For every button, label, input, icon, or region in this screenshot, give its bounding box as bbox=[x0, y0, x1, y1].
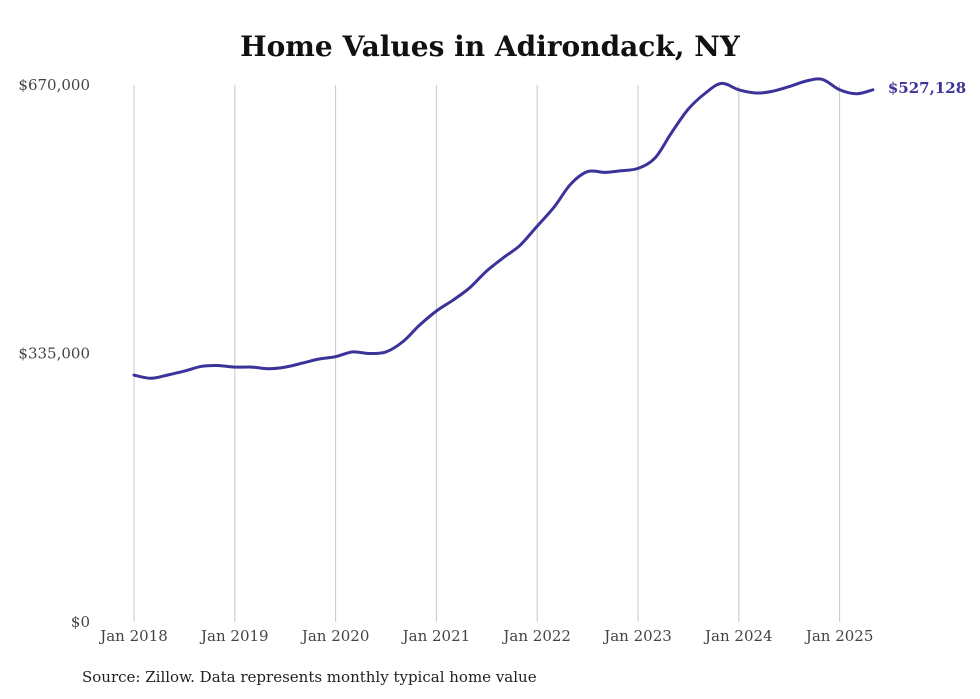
source-note: Source: Zillow. Data represents monthly … bbox=[82, 668, 537, 686]
x-tick-label: Jan 2019 bbox=[199, 627, 269, 645]
y-tick-label: $0 bbox=[71, 613, 90, 631]
x-tick-label: Jan 2023 bbox=[602, 627, 672, 645]
end-value-label: $527,128 bbox=[888, 79, 966, 97]
series-line-home-value bbox=[132, 77, 875, 380]
chart-title: Home Values in Adirondack, NY bbox=[240, 30, 740, 63]
x-tick-label: Jan 2021 bbox=[401, 627, 471, 645]
y-tick-label: $335,000 bbox=[18, 345, 90, 363]
x-tick-label: Jan 2022 bbox=[501, 627, 571, 645]
x-tick-label: Jan 2018 bbox=[98, 627, 168, 645]
y-tick-label: $670,000 bbox=[18, 76, 90, 94]
x-tick-label: Jan 2020 bbox=[300, 627, 370, 645]
x-tick-label: Jan 2024 bbox=[703, 627, 773, 645]
x-tick-label: Jan 2025 bbox=[804, 627, 874, 645]
gridlines bbox=[133, 85, 841, 622]
y-axis-ticks: $0 $335,000 $670,000 bbox=[18, 76, 90, 631]
x-axis-ticks: Jan 2018 Jan 2019 Jan 2020 Jan 2021 Jan 2022… bbox=[98, 627, 873, 645]
